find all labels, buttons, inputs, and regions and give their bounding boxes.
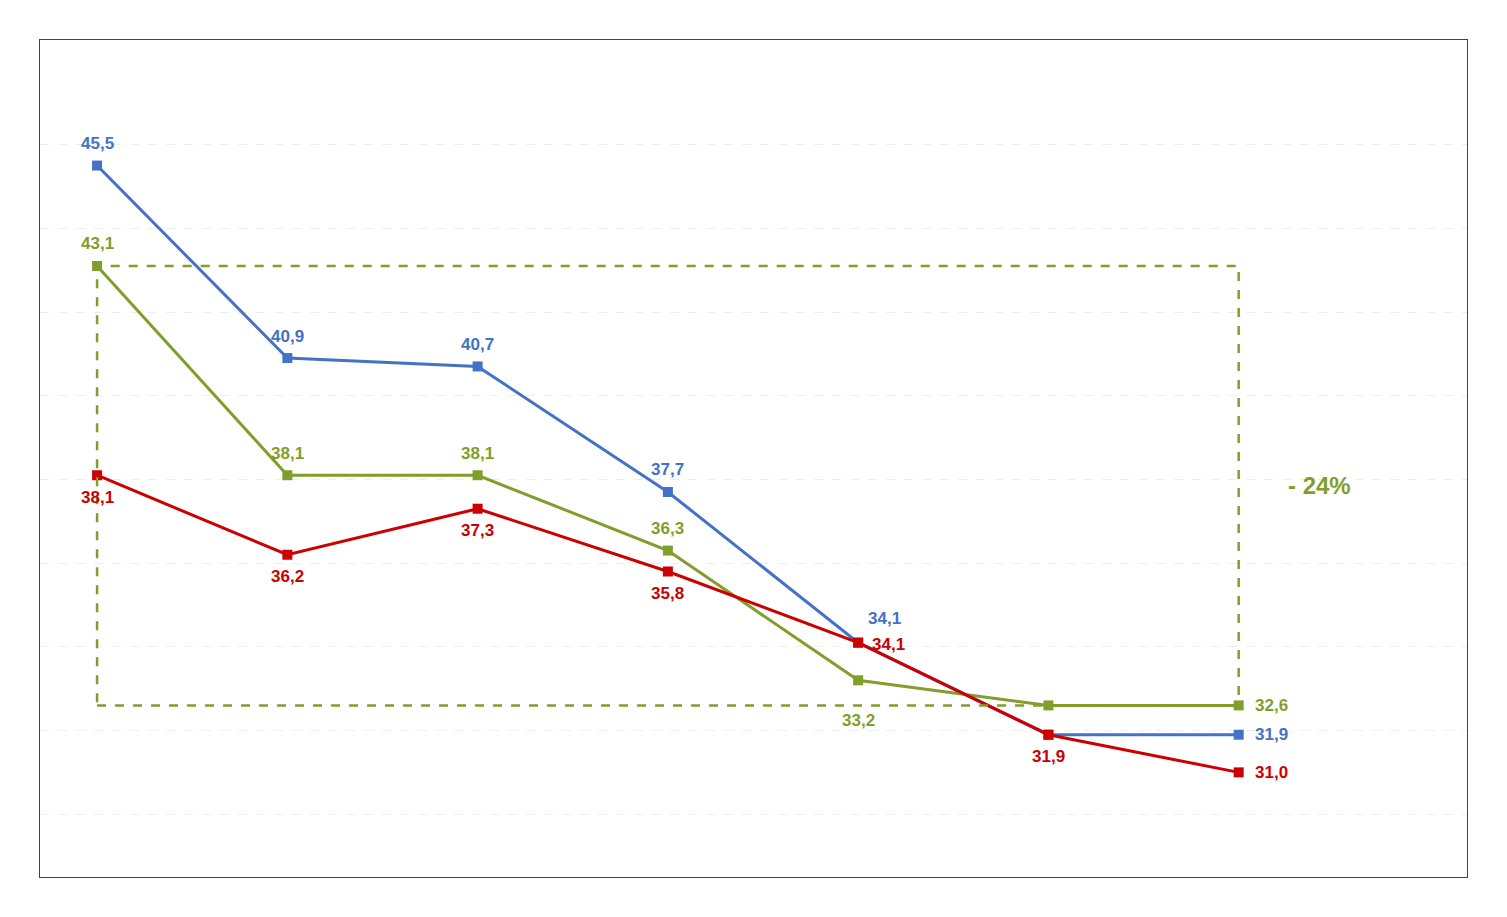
- svg-text:31,0: 31,0: [1255, 763, 1288, 782]
- svg-text:38,1: 38,1: [271, 444, 304, 463]
- svg-text:36,3: 36,3: [651, 519, 684, 538]
- svg-text:- 24%: - 24%: [1288, 472, 1351, 499]
- svg-text:35,8: 35,8: [651, 584, 684, 603]
- svg-text:37,3: 37,3: [461, 521, 494, 540]
- svg-text:38,1: 38,1: [81, 488, 114, 507]
- svg-text:31,9: 31,9: [1255, 725, 1288, 744]
- svg-text:36,2: 36,2: [271, 567, 304, 586]
- svg-text:43,1: 43,1: [81, 234, 114, 253]
- svg-text:38,1: 38,1: [461, 444, 494, 463]
- svg-text:37,7: 37,7: [651, 460, 684, 479]
- svg-text:34,1: 34,1: [872, 635, 905, 654]
- svg-text:40,7: 40,7: [461, 335, 494, 354]
- svg-text:45,5: 45,5: [81, 134, 114, 153]
- svg-text:33,2: 33,2: [842, 711, 875, 730]
- svg-text:31,9: 31,9: [1032, 747, 1065, 766]
- svg-text:32,6: 32,6: [1255, 696, 1288, 715]
- svg-text:34,1: 34,1: [868, 609, 901, 628]
- svg-text:40,9: 40,9: [271, 327, 304, 346]
